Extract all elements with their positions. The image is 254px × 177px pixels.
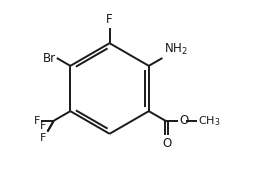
- Text: F: F: [40, 121, 46, 131]
- Text: NH$_2$: NH$_2$: [164, 42, 188, 57]
- Text: O: O: [162, 137, 171, 150]
- Text: F: F: [40, 133, 46, 143]
- Text: Br: Br: [42, 52, 56, 64]
- Text: O: O: [180, 114, 189, 127]
- Text: CH$_3$: CH$_3$: [198, 114, 221, 128]
- Text: F: F: [106, 13, 113, 26]
- Text: F: F: [34, 116, 40, 126]
